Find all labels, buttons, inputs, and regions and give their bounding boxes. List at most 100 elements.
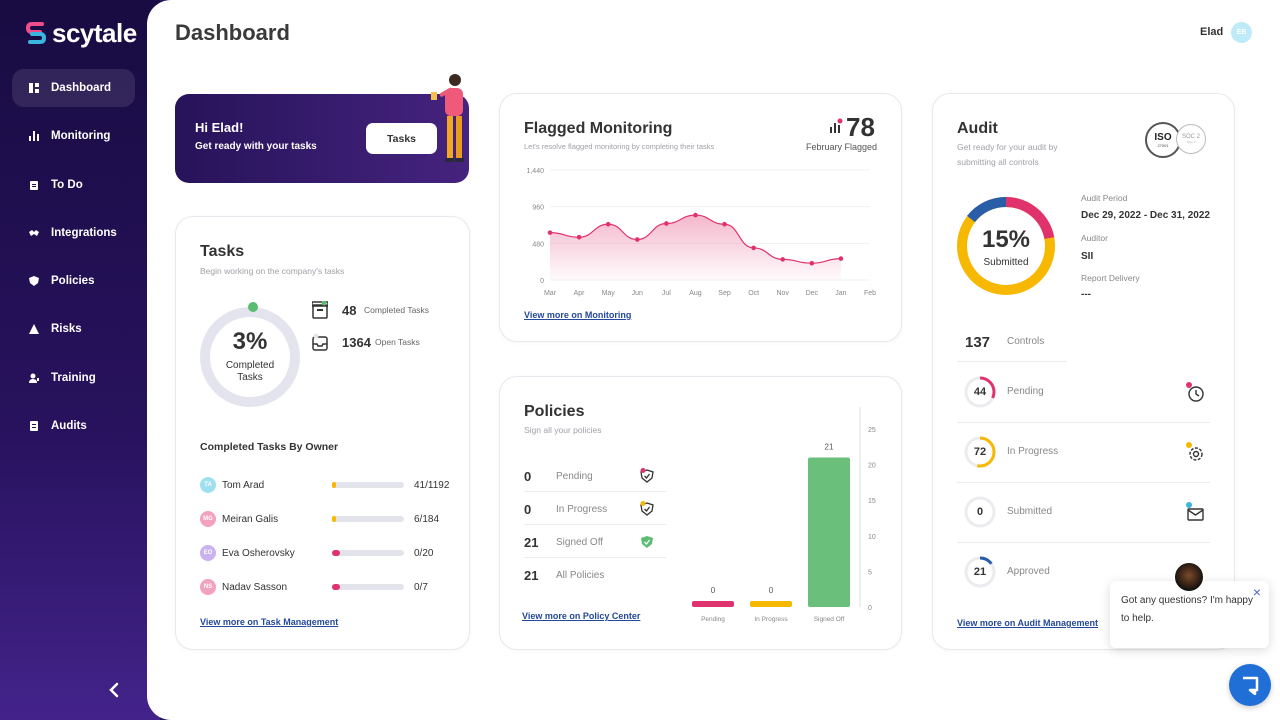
owner-progress-bar — [332, 550, 404, 556]
sidebar-item-label: Training — [51, 371, 96, 384]
owner-value: 6/184 — [414, 513, 440, 525]
audit-row-submitted[interactable]: 0 Submitted — [957, 483, 1210, 543]
owner-name: Eva Osherovsky — [222, 547, 295, 559]
policies-card: Policies Sign all your policies 0 Pendin… — [499, 376, 902, 650]
policy-count: 21 — [524, 535, 539, 550]
audit-row-in-progress[interactable]: 72 In Progress — [957, 423, 1210, 483]
open-tasks-label: Open Tasks — [375, 337, 420, 347]
sidebar-item-label: Risks — [51, 323, 82, 336]
owner-row: TA Tom Arad 41/1192 — [200, 477, 450, 493]
data-point — [664, 221, 669, 226]
task-management-link[interactable]: View more on Task Management — [200, 617, 339, 627]
user-name[interactable]: Elad — [1200, 26, 1224, 38]
owner-avatar: MG — [200, 511, 216, 527]
flagged-count: 78 — [846, 112, 875, 142]
sidebar-item-label: Monitoring — [51, 130, 111, 143]
chat-bubble-icon — [1243, 676, 1259, 695]
data-point — [576, 234, 582, 240]
data-point — [722, 221, 727, 227]
auditor-label: Auditor — [1081, 233, 1108, 243]
collapse-sidebar-button[interactable] — [108, 678, 120, 704]
audit-row-approved[interactable]: 21 Approved — [957, 543, 1210, 603]
flagged-label: February Flagged — [806, 142, 878, 152]
avatar[interactable]: EB — [1231, 22, 1252, 43]
sidebar-item-label: To Do — [51, 178, 83, 191]
audit-card: Audit Get ready for your audit by submit… — [932, 93, 1235, 650]
data-point — [693, 212, 698, 218]
soc2-badge-text: SOC 2 — [1181, 134, 1200, 140]
sidebar-item-dashboard[interactable]: Dashboard — [12, 69, 135, 107]
x-tick-label: Jan — [835, 290, 846, 297]
sidebar-item-risks[interactable]: Risks — [12, 310, 135, 348]
controls-count: 137 — [965, 334, 991, 351]
sidebar: scytale Dashboard Monitoring To Do Integ… — [0, 0, 160, 720]
monitoring-link[interactable]: View more on Monitoring — [524, 310, 632, 320]
x-tick-label: Signed Off — [814, 616, 845, 623]
user-training-icon — [29, 373, 39, 383]
report-delivery-label: Report Delivery — [1081, 273, 1140, 283]
y-tick-label: 25 — [868, 427, 876, 434]
y-tick-label: 5 — [868, 569, 872, 576]
x-tick-label: Sep — [718, 290, 731, 297]
owner-name: Nadav Sasson — [222, 581, 288, 593]
owner-name: Tom Arad — [222, 479, 265, 491]
iso-badge: ISO 27001 — [1145, 122, 1181, 158]
audit-donut-chart — [957, 196, 1055, 295]
close-icon[interactable]: × — [1252, 584, 1261, 600]
audit-percent-label: Submitted — [983, 257, 1029, 268]
checklist-icon — [29, 421, 39, 432]
completed-tasks-label: Completed Tasks — [364, 305, 430, 315]
owner-progress-fill — [332, 584, 340, 590]
y-tick-label: 0 — [540, 278, 544, 285]
shield-icon — [29, 276, 39, 287]
sidebar-item-audits[interactable]: Audits — [12, 407, 135, 445]
pending-ring — [964, 376, 996, 408]
audit-management-link[interactable]: View more on Audit Management — [957, 618, 1099, 628]
monitoring-subtitle: Let's resolve flagged monitoring by comp… — [524, 142, 715, 151]
owner-progress-bar — [332, 516, 404, 522]
sidebar-item-integrations[interactable]: Integrations — [12, 214, 135, 252]
policy-row-all[interactable]: 21 All Policies — [524, 558, 666, 591]
logo[interactable]: scytale — [25, 18, 137, 49]
policy-label: Pending — [556, 471, 593, 482]
policies-bar-chart: 25 20 15 10 5 0 0 Pending 0 In Progress 21 Signed O… — [692, 407, 876, 623]
sidebar-item-training[interactable]: Training — [12, 359, 135, 397]
sidebar-item-monitoring[interactable]: Monitoring — [12, 117, 135, 155]
policy-row-signed-off[interactable]: 21 Signed Off — [524, 525, 666, 558]
audit-period-label: Audit Period — [1081, 193, 1128, 203]
y-tick-label: 10 — [868, 534, 876, 541]
tasks-button[interactable]: Tasks — [366, 123, 437, 154]
audit-row-label: Submitted — [1007, 506, 1053, 517]
audit-row-label: In Progress — [1007, 446, 1059, 457]
policy-row-in-progress[interactable]: 0 In Progress — [524, 492, 666, 525]
bar-value-label: 21 — [825, 442, 834, 451]
audit-row-count: 72 — [973, 446, 987, 458]
inbox-icon — [312, 333, 328, 356]
bar-chart-icon — [29, 131, 39, 142]
policies-title: Policies — [524, 403, 585, 420]
sidebar-item-policies[interactable]: Policies — [12, 262, 135, 300]
chat-button[interactable] — [1229, 664, 1271, 706]
area-fill — [550, 215, 841, 280]
owner-row: EO Eva Osherovsky 0/20 — [200, 545, 450, 561]
tasks-percent-label: Completed Tasks — [225, 360, 275, 383]
audit-row-pending[interactable]: 44 Pending — [957, 363, 1210, 423]
shield-check-icon — [640, 501, 654, 522]
policy-label: In Progress — [556, 504, 608, 515]
owner-progress-bar — [332, 482, 404, 488]
sidebar-item-todo[interactable]: To Do — [12, 166, 135, 204]
shield-check-icon — [640, 468, 654, 489]
owner-row: MG Meiran Galis 6/184 — [200, 511, 450, 527]
x-tick-label: Dec — [806, 290, 819, 297]
policy-center-link[interactable]: View more on Policy Center — [522, 611, 641, 621]
auditor-value: SII — [1081, 251, 1094, 262]
data-point — [634, 237, 640, 242]
bar-value-label: 0 — [769, 586, 774, 595]
owner-name: Meiran Galis — [222, 513, 279, 525]
policy-count: 0 — [524, 502, 532, 517]
policy-row-pending[interactable]: 0 Pending — [524, 459, 666, 492]
submitted-ring — [964, 496, 996, 528]
main-content: Dashboard Elad EB Hi Elad! Get ready wit… — [147, 0, 1280, 720]
tasks-progress-ring — [200, 302, 300, 407]
policies-subtitle: Sign all your policies — [524, 425, 602, 435]
